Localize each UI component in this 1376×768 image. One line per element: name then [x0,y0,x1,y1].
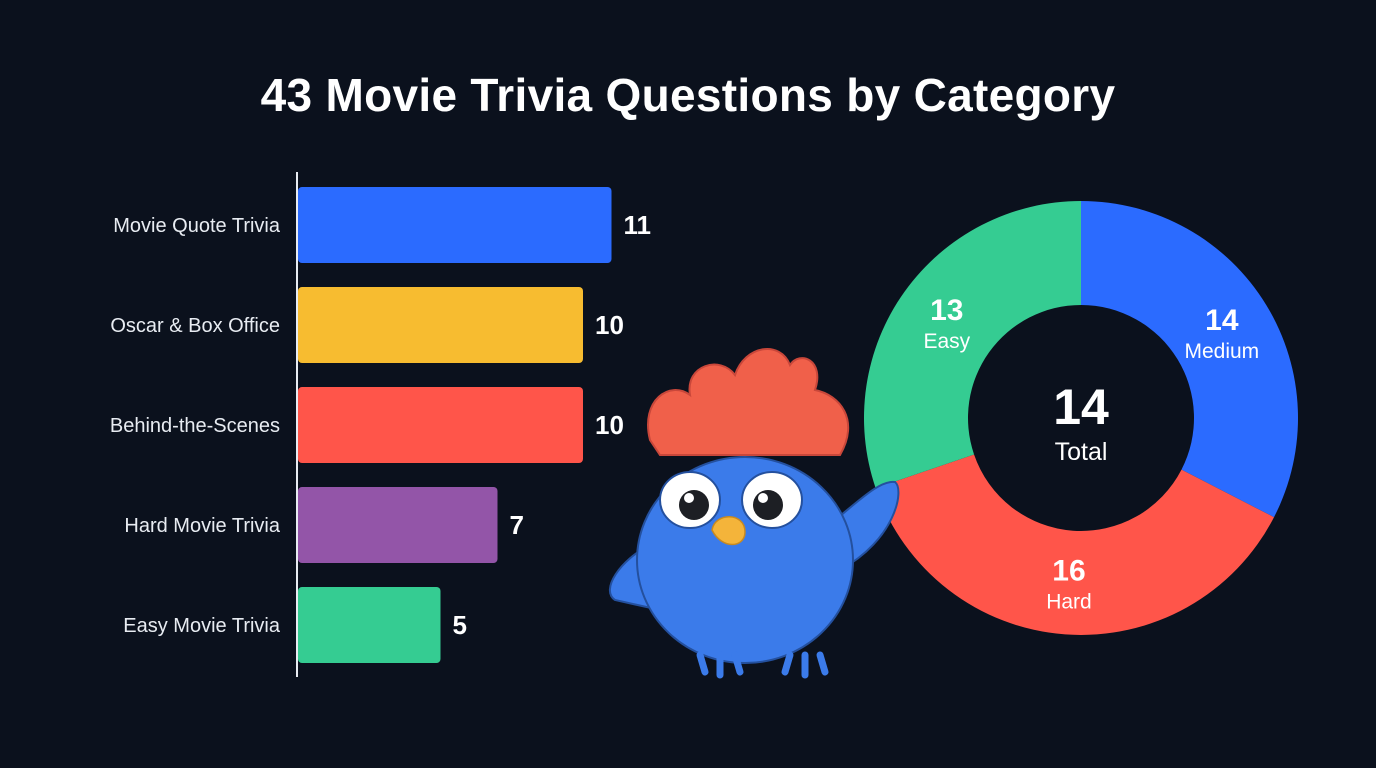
category-label: Easy Movie Trivia [123,615,281,637]
donut-slice-easy [864,201,1081,489]
donut-center-label: Total [1055,438,1108,466]
donut-slice-medium [1081,201,1299,518]
bar [298,387,583,463]
slice-value: 13 [930,294,963,327]
value-label: 7 [510,510,524,540]
donut-slice-hard [875,454,1274,635]
bar [298,587,441,663]
category-label: Oscar & Box Office [110,315,280,337]
bird-mascot-icon [609,348,900,679]
slice-label: Hard [1046,591,1092,614]
category-label: Hard Movie Trivia [124,515,280,537]
value-label: 10 [595,310,624,340]
slice-value: 14 [1205,304,1239,337]
slice-label: Medium [1184,340,1259,363]
bar [298,487,498,563]
slice-value: 16 [1052,555,1085,588]
slice-label: Easy [923,330,970,353]
value-label: 11 [624,210,652,240]
chart-title: 43 Movie Trivia Questions by Category [260,69,1116,121]
category-label: Behind-the-Scenes [110,415,280,437]
value-label: 5 [453,610,467,640]
bar [298,187,612,263]
donut-center-value: 14 [1053,379,1109,435]
donut-chart: 14 Medium 16 Hard 13 Easy 14 Total [864,201,1299,635]
bar-chart: Movie Quote Trivia 11 Oscar & Box Office 10… [110,187,651,663]
category-label: Movie Quote Trivia [113,215,281,237]
bar [298,287,583,363]
value-label: 10 [595,410,624,440]
